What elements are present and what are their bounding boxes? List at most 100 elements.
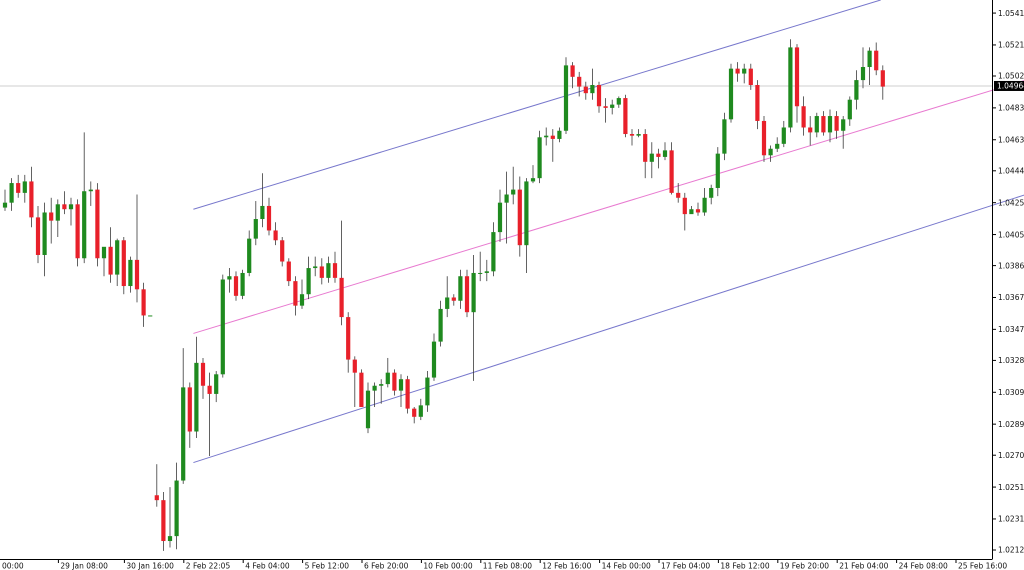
y-tick-label: 1.03285: [998, 356, 1024, 365]
candle-body-bull: [854, 80, 859, 100]
y-tick-label: 1.03865: [998, 261, 1024, 270]
candle: [643, 129, 648, 179]
candle: [75, 199, 80, 267]
candle: [841, 116, 846, 149]
candle-body-bull: [827, 116, 833, 133]
candle-body-bear: [695, 209, 701, 213]
candle-body-bull: [326, 263, 331, 278]
candle-body-bull: [445, 297, 450, 309]
candle: [174, 462, 179, 550]
candle: [2, 189, 8, 211]
candle: [346, 312, 351, 373]
channel-midline: [193, 80, 1024, 334]
candle-body-bull: [438, 308, 443, 342]
candle: [42, 202, 47, 277]
candle-body-bull: [372, 385, 377, 391]
candle-body-bull: [365, 390, 371, 429]
candle: [82, 132, 87, 264]
candle-body-bull: [379, 384, 384, 386]
candle: [280, 237, 285, 267]
y-tick-label: 1.03090: [998, 388, 1024, 397]
candle-body-bear: [596, 84, 602, 107]
candle: [854, 70, 859, 110]
candle: [860, 47, 866, 89]
candle-body-bull: [82, 191, 87, 259]
candle: [550, 129, 555, 162]
candle: [748, 63, 753, 90]
candle: [616, 96, 621, 108]
candle: [339, 220, 344, 326]
candle: [29, 166, 34, 228]
candle: [649, 142, 654, 179]
candle: [722, 112, 727, 161]
candle-body-bull: [55, 204, 60, 221]
candle-body-bear: [154, 495, 159, 501]
candle-body-bull: [847, 99, 852, 120]
candle: [689, 205, 694, 215]
candle-body-bull: [167, 536, 173, 542]
candle: [801, 96, 806, 136]
candle: [530, 165, 536, 184]
candle: [794, 44, 800, 123]
candle: [115, 238, 120, 287]
candle: [874, 42, 879, 76]
y-tick-label: 1.05215: [998, 41, 1024, 50]
candle-body-bear: [735, 68, 740, 74]
candle-body-bull: [722, 119, 727, 154]
candle-body-bull: [649, 153, 654, 162]
candle-body-bull: [471, 272, 476, 313]
candle-body-bear: [629, 134, 635, 136]
candle: [273, 222, 278, 246]
candle-body-bull: [867, 50, 872, 68]
candle-body-bear: [141, 289, 146, 316]
x-tick-label: 24 Feb 08:00: [899, 562, 948, 570]
y-tick-label: 1.05025: [998, 72, 1024, 81]
candle: [379, 379, 384, 404]
candle-body-bull: [524, 181, 529, 246]
candle: [603, 98, 608, 123]
candle: [715, 147, 720, 197]
candle-body-bull: [768, 148, 773, 156]
candle-body-bull: [563, 65, 569, 131]
x-tick-label: 10 Feb 00:00: [423, 562, 472, 570]
candle-body-bear: [550, 135, 555, 139]
candle: [22, 174, 27, 203]
candle-body-bull: [306, 268, 311, 295]
candle-body-bear: [821, 116, 826, 133]
indicator-layer: [0, 0, 1024, 464]
candle-body-bull: [174, 480, 179, 537]
candle: [220, 274, 225, 378]
candle: [537, 130, 542, 184]
candle: [405, 375, 410, 414]
candle-body-bear: [755, 84, 760, 121]
candle: [240, 269, 245, 300]
candle-body-bear: [603, 106, 608, 108]
candle-body-bull: [610, 104, 615, 108]
candle-body-bear: [266, 205, 272, 231]
candle: [372, 382, 377, 407]
candle-body-bull: [22, 181, 27, 193]
candle: [629, 129, 635, 146]
candle: [471, 254, 476, 381]
y-tick-label: 1.03670: [998, 293, 1024, 302]
candle-body-bear: [121, 240, 126, 287]
candle-body-bull: [385, 372, 390, 385]
candle-body-bear: [62, 204, 67, 210]
candle: [365, 382, 371, 434]
candles-layer: [2, 39, 885, 551]
candle: [669, 142, 674, 195]
candle: [557, 127, 562, 143]
candle: [880, 65, 885, 100]
candle: [524, 178, 529, 273]
channel-upper-line: [193, 0, 881, 210]
candle-body-bull: [702, 197, 707, 213]
candle-body-bull: [299, 294, 305, 306]
x-tick-label: 5 Feb 12:00: [305, 562, 350, 570]
candle-body-bear: [405, 379, 410, 409]
candle-body-bear: [35, 217, 41, 255]
candle: [9, 178, 14, 211]
candle: [200, 357, 206, 399]
candle-body-bull: [478, 272, 483, 274]
candle-body-bear: [880, 70, 885, 87]
